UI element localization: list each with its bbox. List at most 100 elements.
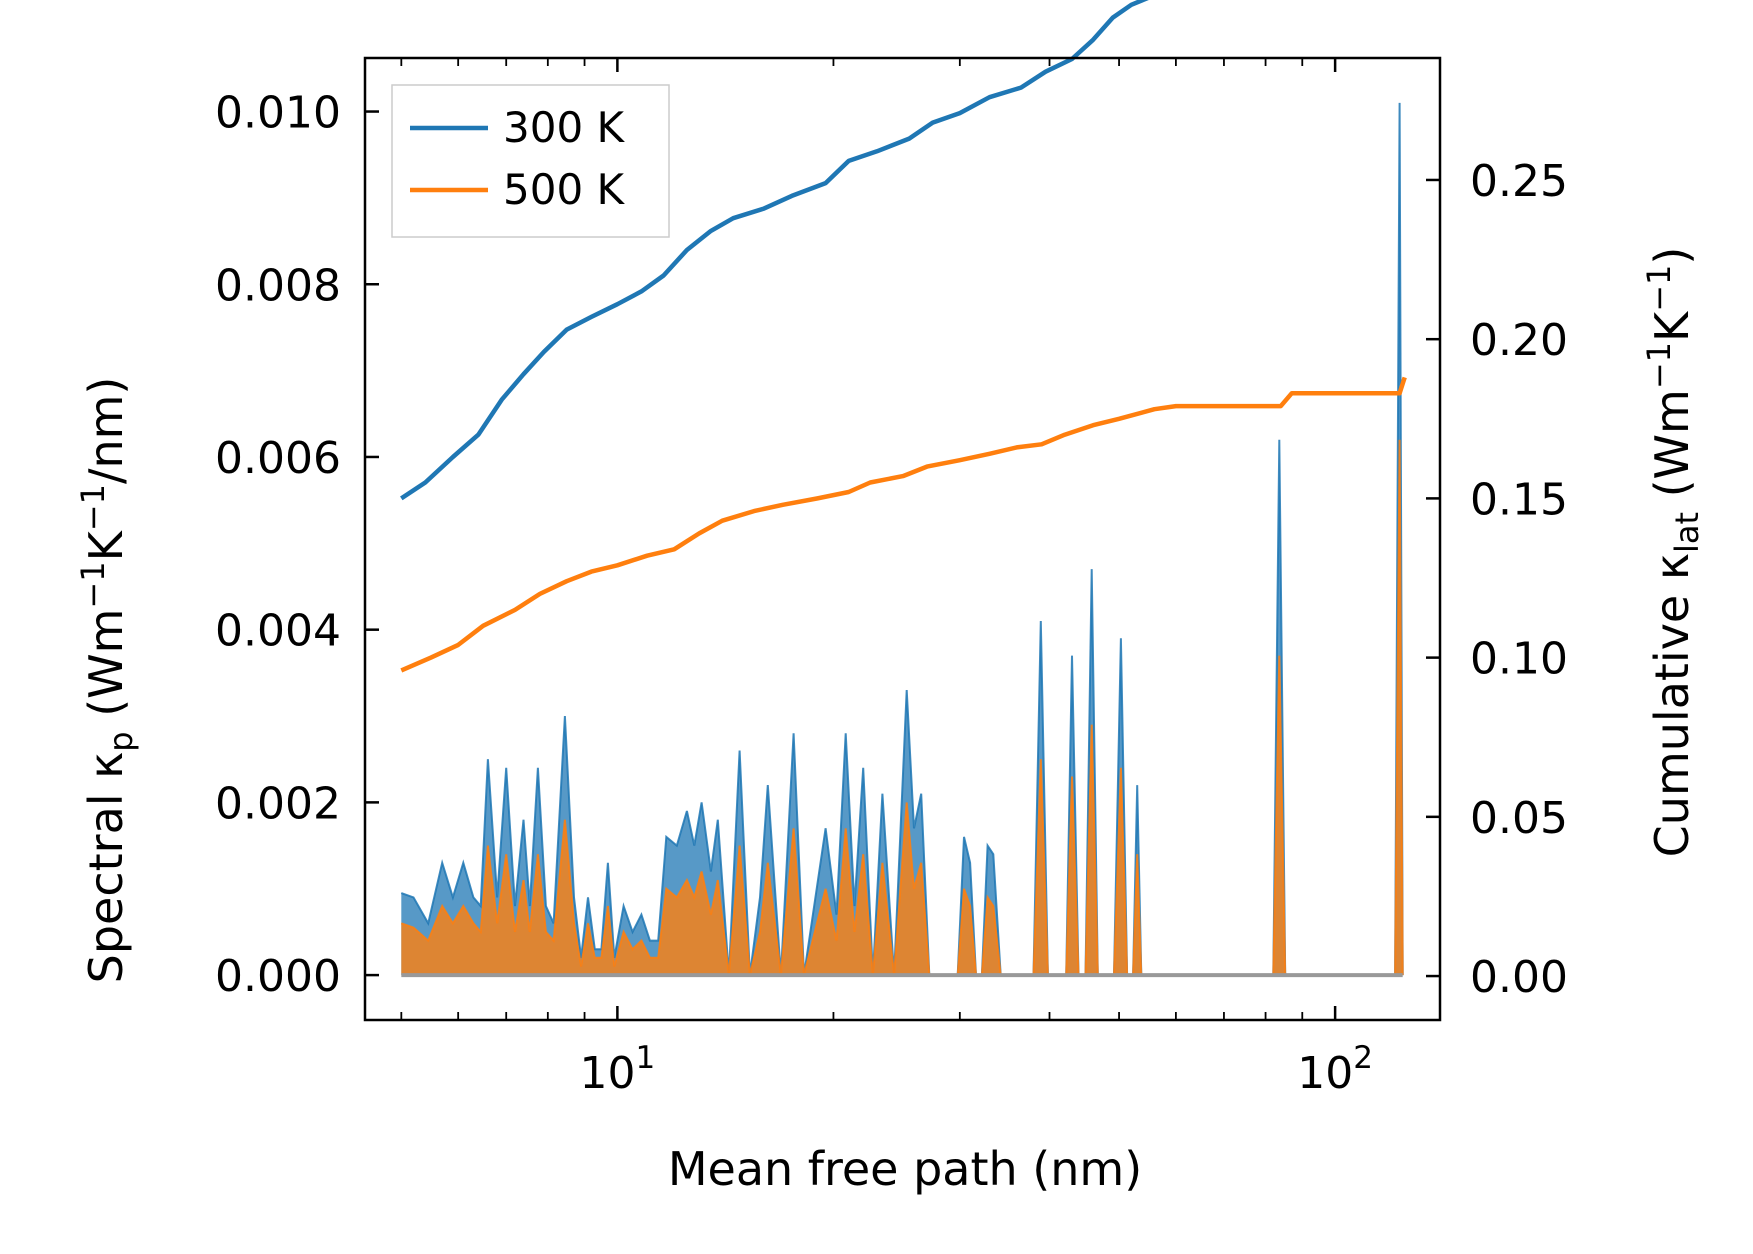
y-right-label-sup1: −1 (1640, 342, 1678, 389)
cumulative-point-500k-25 (1092, 424, 1094, 426)
y-left-label-sup1: −1 (74, 561, 112, 608)
cumulative-point-500k-8 (617, 565, 619, 567)
spectral-point-500k-17 (564, 819, 566, 821)
cumulative-point-500k-16 (848, 491, 850, 493)
cumulative-point-300k-21 (932, 122, 934, 124)
cumulative-point-300k-3 (478, 434, 480, 436)
x-tick-label-base: 10 (1297, 1048, 1353, 1099)
y-right-tick-label-2: 0.10 (1470, 634, 1568, 685)
spectral-point-300k-43 (793, 733, 795, 735)
spectral-point-300k-41 (767, 784, 769, 786)
spectral-point-500k-4 (452, 923, 454, 925)
spectral-point-300k-54 (913, 828, 915, 830)
y-right-label-units: (Wm (1645, 389, 1699, 512)
y-right-label-sub: lat (1668, 512, 1706, 553)
spectral-point-300k-0 (401, 892, 403, 894)
y-right-tick-label-5: 0.25 (1470, 156, 1568, 207)
spectral-point-300k-21 (594, 948, 596, 950)
spectral-point-300k-49 (862, 767, 864, 769)
spectral-point-300k-48 (854, 905, 856, 907)
cumulative-point-300k-28 (1112, 17, 1114, 19)
y-left-label-end: /nm) (79, 377, 133, 484)
cumulative-point-500k-1 (430, 657, 432, 659)
spectral-point-300k-36 (717, 819, 719, 821)
cumulative-point-300k-0 (401, 498, 403, 500)
y-left-tick-label-5: 0.010 (215, 88, 341, 139)
spectral-point-500k-1 (413, 927, 415, 929)
spectral-point-500k-31 (676, 897, 678, 899)
cumulative-point-500k-7 (591, 571, 593, 573)
cumulative-point-500k-4 (514, 609, 516, 611)
spectral-point-500k-55 (920, 862, 922, 864)
spectral-point-300k-15 (545, 905, 547, 907)
y-right-tick-label-0: 0.00 (1470, 952, 1568, 1003)
cumulative-point-300k-25 (1045, 71, 1047, 73)
y-left-label-sub: p (102, 731, 140, 751)
spectral-point-500k-9 (496, 923, 498, 925)
spectral-point-500k-49 (862, 853, 864, 855)
spectral-point-500k-8 (487, 845, 489, 847)
spectral-point-300k-11 (514, 905, 516, 907)
spectral-point-500k-16 (553, 940, 555, 942)
cumulative-point-300k-2 (452, 456, 454, 458)
cumulative-point-300k-14 (732, 217, 734, 219)
spectral-point-500k-75 (1120, 767, 1122, 769)
spectral-point-500k-7 (480, 931, 482, 933)
spectral-point-500k-33 (694, 897, 696, 899)
spectral-point-300k-53 (906, 689, 908, 691)
cumulative-point-300k-24 (1020, 87, 1022, 89)
cumulative-line-300k (400, 0, 1149, 501)
y-left-tick-label-2: 0.004 (215, 606, 341, 657)
cumulative-point-500k-24 (1064, 434, 1066, 436)
spectral-point-500k-5 (463, 905, 465, 907)
axes-frame (363, 56, 1442, 1022)
spectral-point-300k-20 (587, 897, 589, 899)
cumulative-point-500k-13 (753, 510, 755, 512)
spectral-point-500k-47 (845, 828, 847, 830)
spectral-point-500k-11 (514, 931, 516, 933)
spectral-point-500k-58 (963, 888, 965, 890)
cumulative-point-300k-15 (763, 208, 765, 210)
x-tick-label-exp: 2 (1353, 1040, 1373, 1076)
spectral-point-300k-75 (1120, 638, 1122, 640)
spectral-point-300k-14 (537, 767, 539, 769)
spectral-point-500k-18 (573, 923, 575, 925)
spectral-point-500k-54 (913, 888, 915, 890)
cumulative-point-300k-5 (523, 373, 525, 375)
spectral-point-500k-51 (882, 862, 884, 864)
spectral-point-300k-46 (836, 914, 838, 916)
cumulative-point-500k-5 (539, 593, 541, 595)
cumulative-point-500k-23 (1041, 444, 1043, 446)
cumulative-point-500k-6 (566, 580, 568, 582)
spectral-point-300k-34 (701, 802, 703, 804)
spectral-point-300k-1 (413, 897, 415, 899)
spectral-point-300k-38 (739, 750, 741, 752)
y-right-tick-label-3: 0.15 (1470, 474, 1568, 525)
spectral-point-500k-43 (793, 828, 795, 830)
spectral-point-500k-6 (473, 923, 475, 925)
spectral-point-500k-27 (641, 940, 643, 942)
spectral-point-500k-24 (614, 966, 616, 968)
spectral-point-300k-6 (473, 897, 475, 899)
spectral-point-500k-35 (710, 914, 712, 916)
legend: 300 K 500 K (391, 84, 670, 238)
cumulative-point-300k-16 (791, 195, 793, 197)
spectral-point-300k-33 (694, 845, 696, 847)
cumulative-point-500k-32 (1404, 377, 1406, 379)
spectral-point-500k-84 (1399, 439, 1401, 441)
cumulative-point-500k-22 (1016, 447, 1018, 449)
y-right-label-end: ) (1645, 247, 1699, 265)
spectral-point-500k-3 (441, 905, 443, 907)
spectral-point-500k-23 (607, 905, 609, 907)
spectral-point-500k-72 (1091, 724, 1093, 726)
spectral-point-300k-2 (427, 923, 429, 925)
spectral-point-300k-81 (1279, 439, 1281, 441)
cumulative-point-300k-9 (617, 303, 619, 305)
y-right-tick-label-1: 0.05 (1470, 793, 1568, 844)
y-right-label-sup2: −1 (1640, 265, 1678, 312)
spectral-point-300k-9 (496, 897, 498, 899)
cumulative-point-500k-2 (457, 644, 459, 646)
cumulative-point-300k-11 (663, 275, 665, 277)
